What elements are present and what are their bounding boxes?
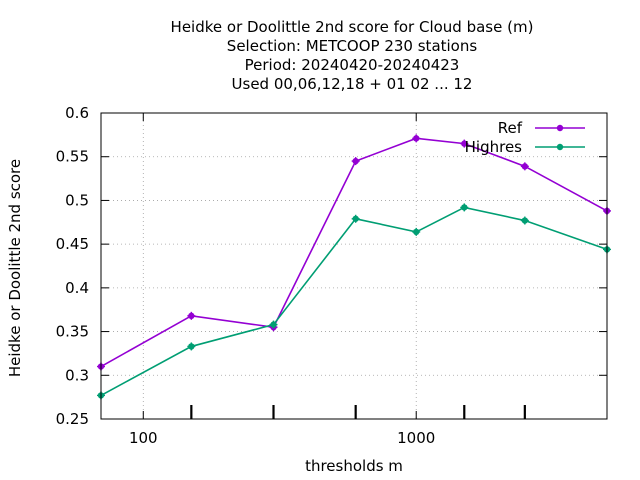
y-tick-label: 0.25 <box>56 410 89 428</box>
legend-label-ref: Ref <box>498 119 523 137</box>
x-tick-label: 100 <box>129 429 158 447</box>
data-point-highres <box>460 203 469 212</box>
y-tick-label: 0.35 <box>56 323 89 341</box>
plot-frame <box>100 112 608 420</box>
y-tick-label: 0.6 <box>65 104 89 122</box>
data-point-highres <box>269 320 278 329</box>
legend-marker-highres <box>556 143 564 151</box>
y-axis-label: Heidke or Doolittle 2nd score <box>6 159 24 377</box>
chart-title: Heidke or Doolittle 2nd score for Cloud … <box>171 18 534 93</box>
data-point-highres <box>412 227 421 236</box>
title-line-4: Used 00,06,12,18 + 01 02 ... 12 <box>232 75 473 93</box>
title-line-2: Selection: METCOOP 230 stations <box>227 37 478 55</box>
data-point-ref <box>460 139 469 148</box>
series-line-ref <box>100 137 608 368</box>
y-tick-label: 0.5 <box>65 191 89 209</box>
series-line-highres <box>100 206 608 397</box>
x-axis-label: thresholds m <box>305 457 403 475</box>
data-point-ref <box>187 311 196 320</box>
x-tick-label: 1000 <box>397 429 435 447</box>
data-point-ref <box>520 162 529 171</box>
data-point-ref <box>351 157 360 166</box>
title-line-3: Period: 20240420-20240423 <box>245 56 460 74</box>
grid <box>101 113 607 419</box>
y-tick-label: 0.45 <box>56 235 89 253</box>
y-tick-label: 0.55 <box>56 148 89 166</box>
plot-series <box>97 134 611 400</box>
title-line-1: Heidke or Doolittle 2nd score for Cloud … <box>171 18 534 36</box>
data-point-ref <box>412 134 421 143</box>
data-point-highres <box>187 342 196 351</box>
tick-labels: 0.25 0.3 0.35 0.4 0.45 0.5 0.55 0.6 100 1000 <box>56 104 436 447</box>
data-point-highres <box>351 214 360 223</box>
y-tick-label: 0.4 <box>65 279 89 297</box>
y-tick-label: 0.3 <box>65 366 89 384</box>
legend-marker-ref <box>556 124 564 132</box>
legend-label-highres: Highres <box>465 138 523 156</box>
data-point-highres <box>520 216 529 225</box>
